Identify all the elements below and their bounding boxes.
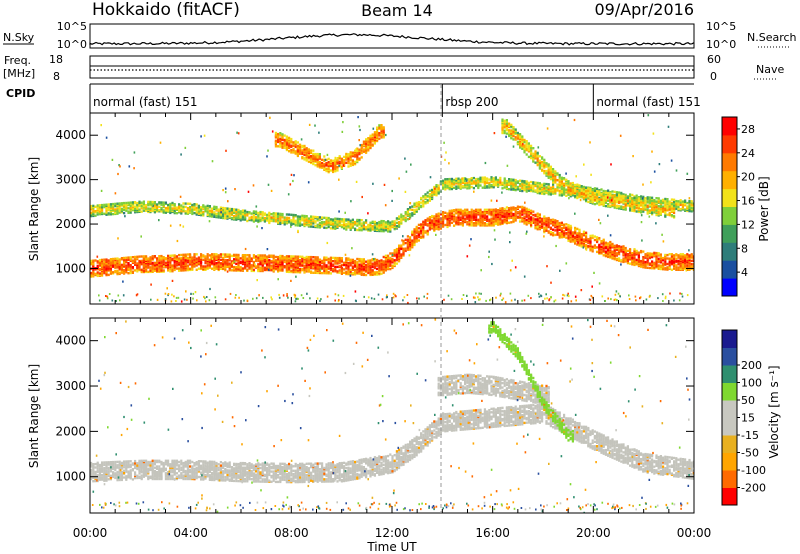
power-colorbar-label: Power [dB] [757, 176, 771, 241]
velocity-panel-axes: 1000 2000 3000 4000 [55, 318, 695, 513]
freq-strip-frame [89, 55, 695, 79]
velocity-panel-frame [89, 317, 695, 514]
velocity-colorbar-tick: 15 [741, 412, 755, 425]
y-tick-label: 3000 [55, 379, 86, 393]
velocity-colorbar-tick: -50 [741, 447, 759, 460]
velocity-colorbar-swatch [722, 347, 737, 366]
x-tick-label: 00:00 [677, 526, 712, 540]
power-colorbar-tick: 20 [741, 171, 755, 184]
power-colorbar-tick: 8 [741, 242, 748, 255]
x-tick-label: 20:00 [576, 526, 611, 540]
nsky-tick-top: 10^5 [57, 20, 87, 33]
velocity-colorbar-tick: -200 [741, 482, 766, 495]
nsky-strip-frame [89, 23, 695, 49]
power-colorbar-swatch [722, 134, 737, 154]
nave-label: Nave [756, 63, 784, 76]
power-panel-axes: 1000 2000 3000 4000 [55, 113, 695, 304]
nsky-line [89, 33, 695, 46]
nsearch-tick-bottom: 10^0 [706, 38, 736, 51]
freq-tick-bottom: 8 [53, 70, 60, 83]
power-colorbar-swatch [722, 117, 737, 136]
velocity-colorbar-swatch [722, 330, 737, 348]
power-colorbar-swatch [722, 170, 737, 190]
velocity-colorbar-swatch [722, 435, 737, 453]
velocity-colorbar-tick: -15 [741, 429, 759, 442]
power-colorbar-swatch [722, 242, 737, 261]
freq-label: Freq. [4, 54, 31, 67]
nsearch-tick-top: 10^5 [706, 20, 736, 33]
power-colorbar-tick: 4 [741, 266, 748, 279]
x-tick-label: 04:00 [173, 526, 208, 540]
velocity-colorbar-swatch [722, 487, 737, 506]
x-tick-label: 16:00 [475, 526, 510, 540]
cpid-segment-label: normal (fast) 151 [596, 95, 700, 109]
station-title: Hokkaido (fitACF) [92, 0, 240, 20]
velocity-colorbar-swatch [722, 470, 737, 488]
power-ylabel: Slant Range [km] [27, 157, 41, 261]
y-tick-label: 2000 [55, 217, 86, 231]
velocity-colorbar-swatch [722, 452, 737, 471]
y-tick-label: 1000 [55, 261, 86, 275]
velocity-panel-data [90, 318, 694, 513]
cpid-segment-label: normal (fast) 151 [93, 95, 197, 109]
power-colorbar-tick: 24 [741, 147, 755, 160]
power-colorbar-tick: 12 [741, 218, 755, 231]
power-panel-data [90, 114, 694, 304]
nave-tick-bottom: 0 [710, 70, 717, 83]
velocity-colorbar-label: Velocity [m s⁻¹] [767, 365, 781, 458]
nsky-tick-bottom: 10^0 [57, 38, 87, 51]
nsky-label: N.Sky [3, 31, 35, 44]
y-tick-label: 4000 [55, 128, 86, 142]
y-tick-label: 1000 [55, 470, 86, 484]
cpid-label: CPID [6, 87, 35, 100]
nave-tick-top: 60 [707, 53, 721, 66]
x-tick-label: 08:00 [274, 526, 309, 540]
velocity-colorbar-swatch [722, 400, 737, 418]
power-colorbar-tick: 28 [741, 123, 755, 136]
power-colorbar-swatch [722, 224, 737, 243]
velocity-colorbar-swatch [722, 365, 737, 383]
x-tick-label: 00:00 [73, 526, 108, 540]
power-colorbar-tick: 16 [741, 195, 755, 208]
x-tick-labels: 00:00 04:00 08:00 12:00 16:00 20:00 00:00 [73, 526, 712, 540]
x-axis-title: Time UT [366, 540, 417, 554]
y-tick-label: 4000 [55, 334, 86, 348]
cpid-segments: normal (fast) 151 rbsp 200 normal (fast) 1… [89, 84, 701, 113]
power-colorbar-swatch [722, 206, 737, 225]
power-colorbar-swatch [722, 188, 737, 207]
freq-tick-top: 18 [49, 53, 63, 66]
power-colorbar-swatch [722, 260, 737, 279]
velocity-colorbar-tick: -100 [741, 464, 766, 477]
nsearch-label: N.Search [747, 31, 797, 44]
y-tick-label: 3000 [55, 173, 86, 187]
velocity-ylabel: Slant Range [km] [27, 364, 41, 468]
velocity-colorbar-swatch [722, 417, 737, 436]
velocity-colorbar-tick: 50 [741, 394, 755, 407]
beam-title: Beam 14 [361, 1, 433, 20]
y-tick-label: 2000 [55, 424, 86, 438]
velocity-colorbar-tick: 100 [741, 377, 762, 390]
freq-unit: [MHz] [3, 67, 35, 80]
power-colorbar: 4 8 12 16 20 24 28 [721, 116, 755, 297]
x-tick-label: 12:00 [375, 526, 410, 540]
nsky-trace [89, 33, 695, 46]
date-title: 09/Apr/2016 [594, 0, 694, 19]
power-colorbar-swatch [722, 152, 737, 172]
velocity-colorbar-swatch [722, 382, 737, 401]
cpid-segment-label: rbsp 200 [445, 95, 498, 109]
velocity-colorbar-tick: 200 [741, 359, 762, 372]
velocity-colorbar: -200 -100 -50 -15 15 50 100 200 [721, 329, 766, 506]
power-colorbar-swatch [722, 278, 737, 297]
